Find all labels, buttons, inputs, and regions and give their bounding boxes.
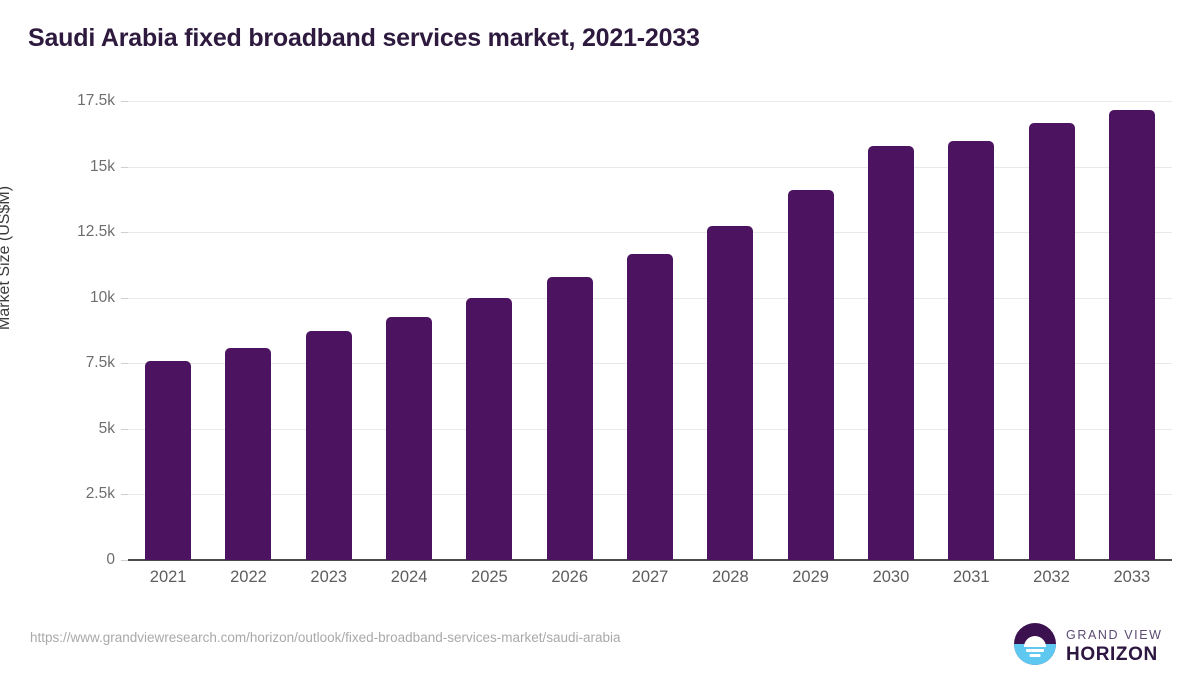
gridline <box>128 232 1172 234</box>
x-axis-tick-label: 2028 <box>711 568 749 586</box>
y-axis-tick-label: 5k <box>98 419 115 437</box>
bar-2025[interactable] <box>466 298 513 560</box>
logo-text-grand-view: GRAND VIEW <box>1066 628 1163 642</box>
logo-text-horizon: HORIZON <box>1066 644 1158 665</box>
x-axis-labels: 2021 2022 2023 2024 2025 2026 2027 2028 2029 2030… <box>128 568 1172 598</box>
gridline <box>128 101 1172 102</box>
y-axis-tick-label: 10k <box>90 288 115 306</box>
x-axis-tick-label: 2025 <box>471 568 508 586</box>
y-axis-tick <box>121 166 128 168</box>
x-axis-tick-label: 2022 <box>230 568 267 586</box>
y-axis-tick <box>121 428 128 430</box>
grand-view-horizon-logo[interactable]: GRAND VIEW HORIZON <box>1014 620 1174 668</box>
y-axis-tick-label: 17.5k <box>77 92 115 109</box>
y-axis-tick <box>121 101 128 102</box>
x-axis-tick-label: 2024 <box>390 568 428 586</box>
page-title: Saudi Arabia fixed broadband services ma… <box>28 24 700 52</box>
x-axis-tick-label: 2026 <box>551 568 589 586</box>
y-axis-tick-label: 15k <box>90 157 115 175</box>
bar-2031[interactable] <box>948 140 995 560</box>
bar-2027[interactable] <box>627 253 673 560</box>
x-axis-tick-label: 2021 <box>149 568 187 586</box>
bar-2021[interactable] <box>145 360 192 560</box>
bar-2032[interactable] <box>1028 122 1075 560</box>
y-axis-labels: 0 2.5k 5k 7.5k 10k 12.5k 15k 17.5k <box>0 0 128 675</box>
x-axis-tick-label: 2033 <box>1113 568 1151 586</box>
bar-series <box>128 101 1172 560</box>
y-axis-tick <box>121 494 128 496</box>
x-axis-line <box>128 559 1172 561</box>
y-axis-tick-label: 7.5k <box>85 354 115 372</box>
y-axis-tick-label: 12.5k <box>77 223 115 241</box>
x-axis-tick-label: 2023 <box>310 568 348 586</box>
horizon-sun-icon <box>1014 623 1056 665</box>
x-axis-tick-label: 2029 <box>792 568 829 586</box>
bar-2028[interactable] <box>707 226 754 560</box>
y-axis-tick <box>121 363 128 365</box>
x-axis-tick-label: 2031 <box>952 568 990 586</box>
bar-2026[interactable] <box>546 277 593 560</box>
logo-dome-shape <box>1024 636 1046 648</box>
logo-line-1 <box>1026 648 1044 652</box>
x-axis-tick-label: 2030 <box>872 568 910 586</box>
y-axis-tick <box>121 297 128 299</box>
bar-2022[interactable] <box>225 347 272 560</box>
bar-2024[interactable] <box>386 316 433 560</box>
bar-2030[interactable] <box>867 146 914 560</box>
gridline <box>128 166 1172 168</box>
logo-line-2 <box>1029 654 1041 658</box>
bar-2029[interactable] <box>787 190 834 560</box>
y-axis-tick <box>121 560 128 561</box>
x-axis-tick-label: 2032 <box>1033 568 1070 586</box>
x-axis-tick-label: 2027 <box>631 568 669 586</box>
y-axis-tick-label: 0 <box>106 551 115 568</box>
bar-2033[interactable] <box>1108 109 1155 560</box>
source-url[interactable]: https://www.grandviewresearch.com/horizo… <box>30 630 621 645</box>
y-axis-tick <box>121 232 128 234</box>
y-axis-tick-label: 2.5k <box>85 485 115 503</box>
bar-2023[interactable] <box>305 330 352 560</box>
